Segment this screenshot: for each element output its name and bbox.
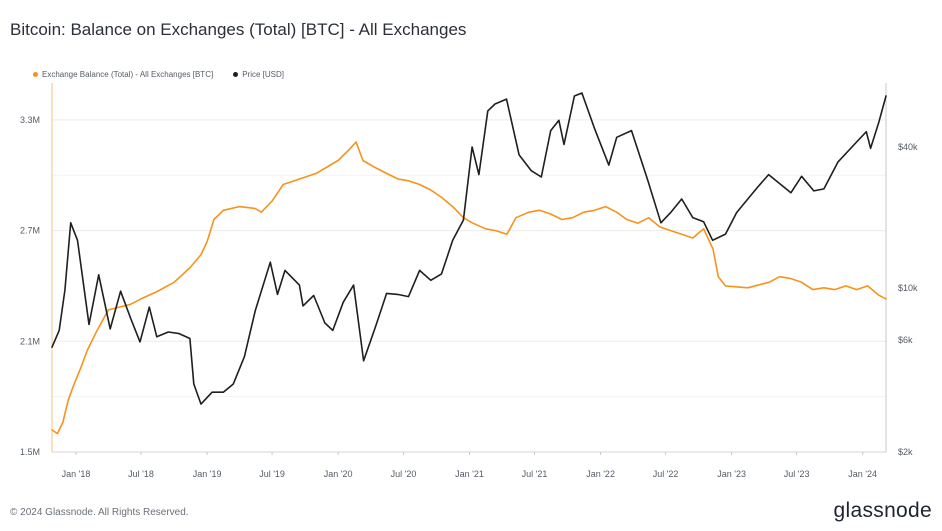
y-left-tick-label: 1.5M [20, 447, 40, 457]
chart-legend: Exchange Balance (Total) - All Exchanges… [33, 70, 284, 79]
legend-swatch-exchange-balance [33, 72, 38, 77]
series-line-exchange-balance [51, 141, 887, 435]
x-tick-label: Jul '21 [522, 469, 548, 479]
y-left-tick-label: 2.7M [20, 226, 40, 236]
x-tick-label: Jul '20 [391, 469, 417, 479]
x-tick-label: Jul '23 [784, 469, 810, 479]
legend-item-price[interactable]: Price [USD] [233, 70, 284, 79]
x-tick-label: Jul '18 [128, 469, 154, 479]
copyright-footer: © 2024 Glassnode. All Rights Reserved. [10, 507, 189, 518]
legend-swatch-price [233, 72, 239, 77]
x-tick-label: Jan '24 [848, 469, 877, 479]
x-tick-label: Jan '20 [324, 469, 353, 479]
x-tick-label: Jan '18 [62, 469, 91, 479]
x-tick-label: Jan '22 [586, 469, 615, 479]
x-tick-label: Jul '19 [259, 469, 285, 479]
x-tick-label: Jan '23 [717, 469, 746, 479]
series-lines [51, 92, 887, 435]
y-right-tick-label: $40k [898, 142, 918, 152]
series-line-price [51, 92, 887, 405]
y-left-tick-label: 3.3M [20, 115, 40, 125]
x-tick-label: Jan '21 [455, 469, 484, 479]
x-tick-label: Jul '22 [653, 469, 679, 479]
tick-labels: 1.5M 2.1M 2.7M 3.3M $2k $6k $10k $40k Jan '18 Jul… [20, 115, 918, 479]
y-right-tick-label: $10k [898, 283, 918, 293]
legend-label-price: Price [USD] [242, 70, 284, 79]
axes [51, 83, 887, 455]
x-tick-label: Jan '19 [193, 469, 222, 479]
brand-logo[interactable]: glassnode [833, 499, 932, 522]
chart-title: Bitcoin: Balance on Exchanges (Total) [B… [10, 20, 467, 39]
legend-label-exchange-balance: Exchange Balance (Total) - All Exchanges… [42, 70, 214, 79]
y-right-tick-label: $6k [898, 335, 913, 345]
y-left-tick-label: 2.1M [20, 336, 40, 346]
legend-item-exchange-balance[interactable]: Exchange Balance (Total) - All Exchanges… [33, 70, 213, 79]
y-right-tick-label: $2k [898, 447, 913, 457]
